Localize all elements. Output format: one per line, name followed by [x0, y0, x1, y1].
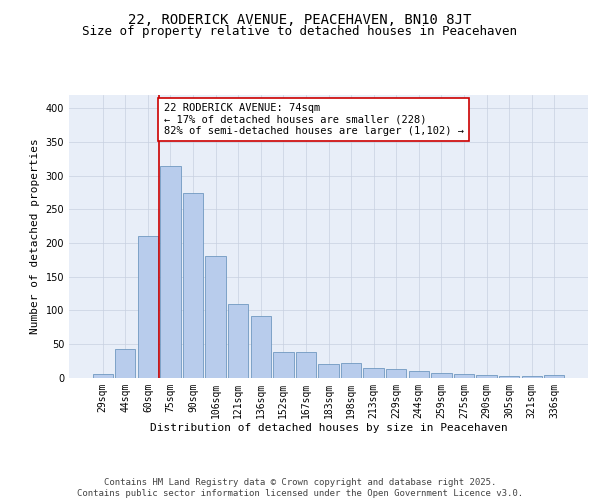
Bar: [454, 374, 474, 378]
Text: Contains HM Land Registry data © Crown copyright and database right 2025.
Contai: Contains HM Land Registry data © Crown c…: [77, 478, 523, 498]
Bar: [273, 352, 293, 378]
Bar: [228, 304, 248, 378]
Bar: [386, 369, 406, 378]
Text: Size of property relative to detached houses in Peacehaven: Size of property relative to detached ho…: [83, 25, 517, 38]
Bar: [183, 192, 203, 378]
Bar: [476, 376, 497, 378]
Text: 22 RODERICK AVENUE: 74sqm
← 17% of detached houses are smaller (228)
82% of semi: 22 RODERICK AVENUE: 74sqm ← 17% of detac…: [164, 103, 464, 136]
Bar: [115, 348, 136, 378]
X-axis label: Distribution of detached houses by size in Peacehaven: Distribution of detached houses by size …: [149, 423, 508, 433]
Bar: [431, 374, 452, 378]
Bar: [521, 376, 542, 378]
Bar: [251, 316, 271, 378]
Text: 22, RODERICK AVENUE, PEACEHAVEN, BN10 8JT: 22, RODERICK AVENUE, PEACEHAVEN, BN10 8J…: [128, 12, 472, 26]
Bar: [544, 375, 565, 378]
Bar: [296, 352, 316, 378]
Bar: [364, 368, 384, 378]
Bar: [138, 236, 158, 378]
Bar: [319, 364, 338, 378]
Bar: [205, 256, 226, 378]
Bar: [341, 362, 361, 378]
Bar: [160, 166, 181, 378]
Bar: [92, 374, 113, 378]
Bar: [499, 376, 519, 378]
Y-axis label: Number of detached properties: Number of detached properties: [30, 138, 40, 334]
Bar: [409, 371, 429, 378]
